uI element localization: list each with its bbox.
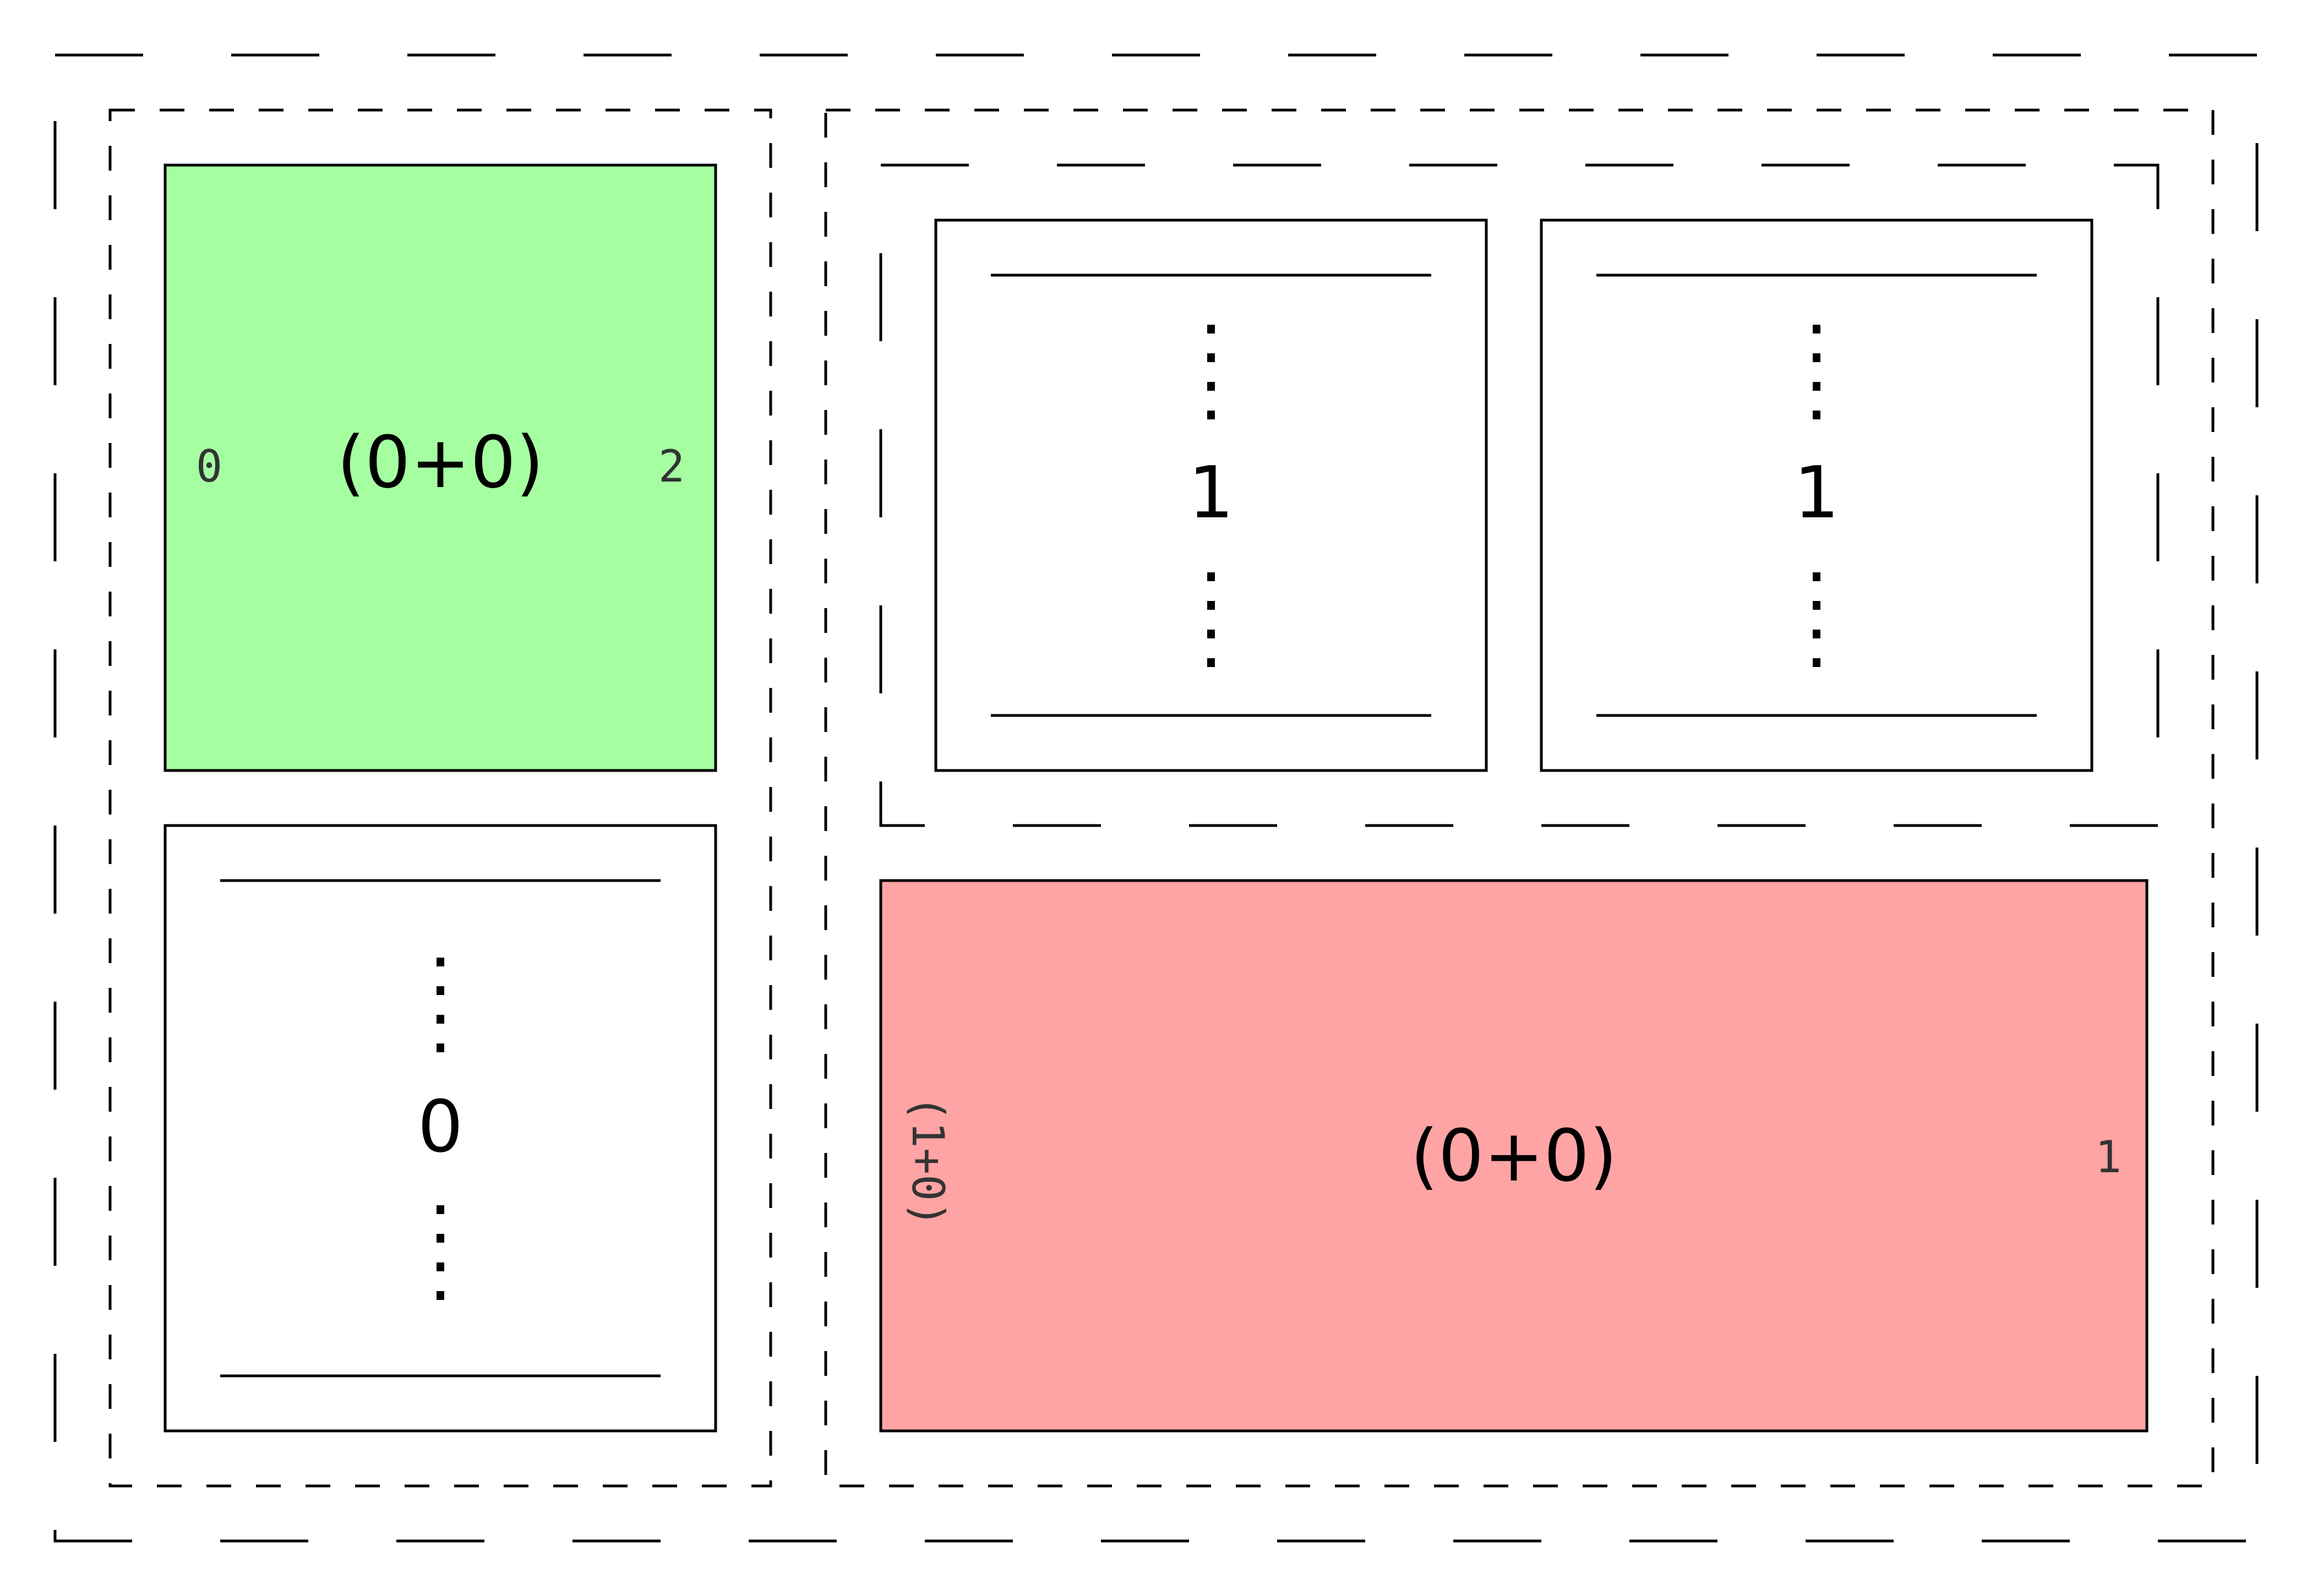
- ellipsis-dot: [1813, 601, 1820, 610]
- left-stack-block-rect: [163, 824, 717, 1433]
- red-block: (0+0) (1+0) 1: [879, 879, 2149, 1433]
- ellipsis-dot: [437, 1015, 444, 1024]
- ellipsis-dot: [437, 1262, 444, 1271]
- ellipsis-dot: [437, 1291, 444, 1300]
- green-block-rect: [163, 163, 717, 772]
- green-block-left-index: 0: [196, 441, 222, 492]
- ellipsis-dot: [437, 1043, 444, 1052]
- ellipsis-dot: [1207, 601, 1215, 610]
- ellipsis-dot: [1813, 572, 1820, 581]
- right-column-container: [824, 108, 2215, 1488]
- ellipsis-dot: [1207, 658, 1215, 667]
- ellipsis-dot: [1207, 325, 1215, 334]
- red-block-right-index: 1: [2095, 1132, 2122, 1183]
- ellipsis-dot: [1813, 325, 1820, 334]
- ellipsis-dot: [1207, 382, 1215, 391]
- right-stack-1-label: 1: [1188, 451, 1234, 534]
- left-column-container: [108, 108, 772, 1488]
- green-block: (0+0) 0 2: [163, 163, 717, 772]
- ellipsis-dot: [1813, 353, 1820, 362]
- right-stack-block-1: 1: [934, 218, 1488, 772]
- right-stack-block-2: 1: [1540, 218, 2093, 772]
- red-block-label: (0+0): [1410, 1114, 1617, 1198]
- left-stack-label: 0: [418, 1085, 464, 1168]
- ellipsis-dot: [1207, 630, 1215, 638]
- vertical-ellipsis-icon: [1207, 572, 1215, 667]
- vertical-ellipsis-icon: [1813, 572, 1820, 667]
- red-block-left-index: (1+0): [902, 1095, 953, 1228]
- green-block-label: (0+0): [337, 420, 544, 504]
- right-stack-block-1-rect: [934, 218, 1488, 772]
- ellipsis-dot: [1813, 630, 1820, 638]
- right-top-row-container: [879, 163, 2160, 827]
- ellipsis-dot: [1207, 572, 1215, 581]
- red-block-rect: [879, 879, 2149, 1433]
- right-stack-2-label: 1: [1794, 451, 1840, 534]
- ellipsis-dot: [1813, 658, 1820, 667]
- ellipsis-dot: [1813, 411, 1820, 419]
- left-stack-block: 0: [163, 824, 717, 1433]
- ellipsis-dot: [437, 1234, 444, 1243]
- ellipsis-dot: [437, 958, 444, 966]
- green-block-right-index: 2: [658, 441, 685, 492]
- ellipsis-dot: [437, 986, 444, 995]
- ellipsis-dot: [1207, 353, 1215, 362]
- ellipsis-dot: [1813, 382, 1820, 391]
- ellipsis-dot: [437, 1205, 444, 1214]
- vertical-ellipsis-icon: [437, 1205, 444, 1300]
- vertical-ellipsis-icon: [437, 958, 444, 1052]
- vertical-ellipsis-icon: [1813, 325, 1820, 419]
- outer-container: [53, 53, 2259, 1543]
- right-stack-block-2-rect: [1540, 218, 2093, 772]
- ellipsis-dot: [1207, 411, 1215, 419]
- vertical-ellipsis-icon: [1207, 325, 1215, 419]
